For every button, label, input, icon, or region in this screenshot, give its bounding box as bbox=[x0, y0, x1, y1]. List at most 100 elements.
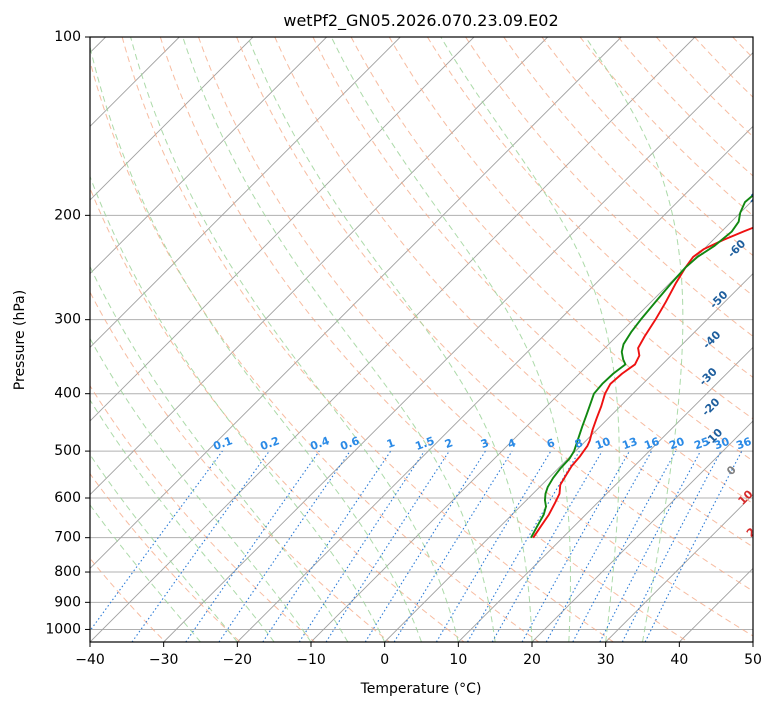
isotherm-line bbox=[237, 125, 753, 642]
dry-adiabat-line bbox=[312, 37, 753, 505]
dry-adiabat-line bbox=[350, 37, 753, 462]
isotherm-line bbox=[458, 346, 753, 642]
mixing-ratio-label: 3 bbox=[479, 436, 491, 451]
x-tick-label: 10 bbox=[449, 652, 467, 668]
mixing-ratio-label: 0.2 bbox=[258, 434, 281, 453]
dry-adiabat-line bbox=[579, 37, 753, 217]
isotherm-line bbox=[531, 420, 753, 642]
moist-adiabat-line bbox=[90, 504, 201, 642]
y-axis-label: Pressure (hPa) bbox=[12, 290, 28, 390]
mixing-ratio-line bbox=[298, 450, 425, 642]
mixing-ratio-label: 0.6 bbox=[338, 434, 361, 453]
y-tick-label: 200 bbox=[54, 207, 81, 223]
mixing-ratio-label: 1 bbox=[385, 436, 397, 451]
plot-area bbox=[90, 37, 753, 642]
mixing-ratio-label: 20 bbox=[667, 435, 686, 453]
theta-label: -70 bbox=[746, 183, 769, 206]
mixing-ratio-line bbox=[393, 450, 513, 642]
mixing-ratio-line bbox=[185, 450, 320, 642]
mixing-ratio-line bbox=[572, 450, 677, 642]
mixing-ratio-line bbox=[131, 450, 270, 642]
moist-adiabat-line bbox=[585, 37, 684, 642]
temperature-profile-line bbox=[532, 226, 753, 539]
dry-adiabat-line bbox=[90, 186, 465, 642]
mixing-ratio-line bbox=[262, 450, 392, 642]
x-tick-label: 0 bbox=[380, 652, 389, 668]
plot-frame bbox=[89, 36, 754, 643]
moist-adiabat-line bbox=[90, 175, 386, 642]
isotherm-line bbox=[384, 273, 753, 642]
mixing-ratio-label: 0.1 bbox=[211, 434, 234, 453]
dry-adiabat-line bbox=[426, 37, 753, 378]
mixing-ratio-label: 16 bbox=[642, 435, 661, 453]
x-tick-label: 50 bbox=[744, 652, 762, 668]
mixing-ratio-line bbox=[545, 450, 653, 642]
mixing-ratio-line bbox=[644, 450, 743, 642]
mixing-ratio-label: 2 bbox=[443, 436, 455, 451]
isopleth-layer bbox=[90, 37, 753, 642]
series-layer bbox=[530, 193, 753, 539]
moist-adiabat-line bbox=[440, 37, 620, 642]
x-tick-label: 40 bbox=[670, 652, 688, 668]
dry-adiabat-line bbox=[198, 37, 753, 637]
x-tick-label: −40 bbox=[75, 652, 105, 668]
y-tick-label: 900 bbox=[54, 594, 81, 610]
y-tick-label: 100 bbox=[54, 29, 81, 45]
chart-title: wetPf2_GN05.2026.070.23.09.E02 bbox=[283, 11, 558, 31]
moist-adiabat-line bbox=[247, 37, 533, 642]
x-tick-label: −10 bbox=[296, 652, 326, 668]
isotherm-line bbox=[90, 37, 475, 422]
moist-adiabat-line bbox=[90, 44, 422, 642]
y-tick-label: 600 bbox=[54, 490, 81, 506]
isotherm-line bbox=[90, 37, 254, 201]
y-tick-label: 300 bbox=[54, 312, 81, 328]
isotherm-line bbox=[605, 494, 753, 642]
x-axis-label: Temperature (°C) bbox=[360, 681, 482, 697]
mixing-ratio-line bbox=[218, 450, 351, 642]
y-tick-label: 700 bbox=[54, 530, 81, 546]
mixing-ratio-label: 25 bbox=[692, 435, 711, 452]
mixing-ratio-line bbox=[325, 450, 450, 642]
mixing-ratio-label: 0.4 bbox=[308, 434, 331, 453]
moist-adiabat-label: 20 bbox=[744, 520, 764, 540]
dry-adiabat-line bbox=[388, 37, 753, 420]
y-tick-label: 500 bbox=[54, 443, 81, 459]
dry-adiabat-line bbox=[541, 37, 753, 257]
x-tick-label: −30 bbox=[149, 652, 179, 668]
dewpoint-profile-line bbox=[530, 193, 753, 539]
mixing-ratio-label: 4 bbox=[506, 436, 518, 451]
mixing-ratio-label: 8 bbox=[573, 436, 585, 451]
mixing-ratio-label: 1.5 bbox=[413, 434, 436, 453]
dry-adiabat-line bbox=[274, 37, 753, 548]
isotherm-line bbox=[90, 37, 548, 496]
y-tick-label: 800 bbox=[54, 564, 81, 580]
mixing-ratio-label: 30 bbox=[712, 435, 731, 453]
moist-adiabat-line bbox=[90, 453, 238, 642]
x-tick-label: 30 bbox=[597, 652, 615, 668]
x-axis: −40 −30 −20 −10 0 10 20 30 40 50 bbox=[75, 642, 762, 668]
y-tick-label: 400 bbox=[54, 386, 81, 402]
dry-adiabat-line bbox=[90, 59, 540, 642]
dry-adiabat-line bbox=[121, 37, 614, 642]
x-tick-label: −20 bbox=[223, 652, 253, 668]
isotherm-line bbox=[163, 52, 753, 642]
dry-adiabat-line bbox=[236, 37, 753, 592]
mixing-ratio-label: 10 bbox=[593, 435, 612, 453]
mixing-ratio-line bbox=[90, 450, 223, 632]
moist-adiabat-line bbox=[330, 37, 571, 642]
y-tick-label: 1000 bbox=[45, 621, 81, 637]
moist-adiabat-line bbox=[182, 37, 496, 642]
mixing-ratio-label: 13 bbox=[620, 435, 639, 452]
mixing-ratio-label: 6 bbox=[545, 436, 557, 451]
moist-adiabat-line bbox=[130, 37, 459, 642]
x-tick-label: 20 bbox=[523, 652, 541, 668]
mixing-ratio-line bbox=[521, 450, 630, 642]
isotherm-line bbox=[90, 37, 327, 275]
grid-layer bbox=[90, 37, 753, 642]
isotherm-line bbox=[90, 37, 696, 642]
isotherm-line bbox=[310, 199, 753, 642]
mixing-ratio-label: 36 bbox=[734, 435, 753, 453]
moist-adiabat-line bbox=[90, 265, 349, 642]
y-axis: 100 200 300 400 500 600 700 800 900 1000 bbox=[45, 29, 90, 637]
